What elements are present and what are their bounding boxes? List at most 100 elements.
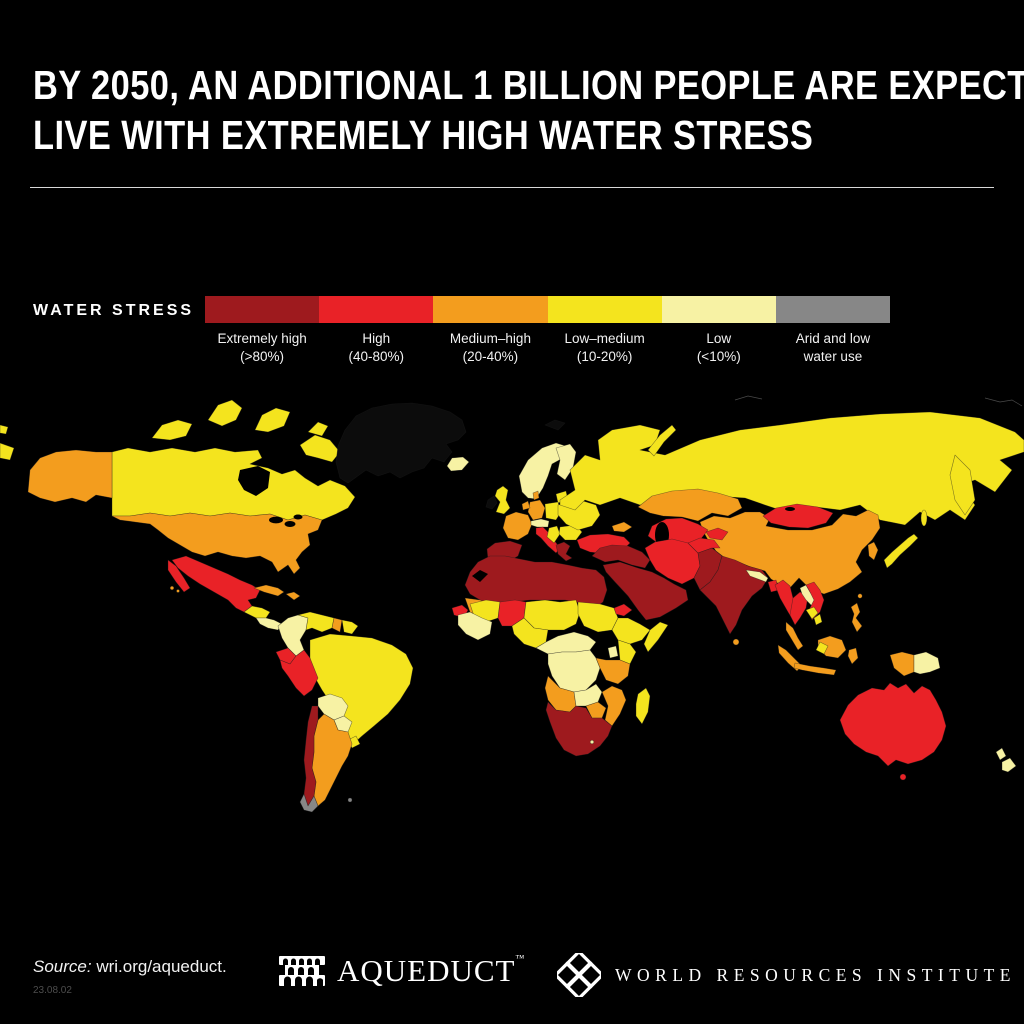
legend-labels: Extremely high (>80%) High (40-80%) Medi… xyxy=(205,330,890,366)
wri-logo: WORLD RESOURCES INSTITUTE xyxy=(557,953,1016,997)
region-japan xyxy=(883,533,919,569)
world-map-svg xyxy=(0,395,1024,813)
legend-swatch-low xyxy=(661,296,776,323)
region-benelux xyxy=(521,500,531,511)
region-arctic-islands xyxy=(207,399,243,427)
legend-swatch-arid xyxy=(775,296,891,323)
region-mozambique-malawi xyxy=(601,685,627,727)
region-hawaii xyxy=(169,585,175,591)
legend-label-extremely-high: Extremely high (>80%) xyxy=(217,331,307,364)
atlas-gap xyxy=(472,570,488,582)
region-north-africa xyxy=(464,555,608,608)
world-water-stress-map xyxy=(0,390,1024,935)
region-papua-indonesia xyxy=(889,651,915,677)
region-arctic-islands xyxy=(151,419,193,441)
region-cambodia xyxy=(805,606,819,620)
region-germany xyxy=(527,499,546,521)
region-hawaii xyxy=(176,589,180,593)
region-greenland xyxy=(335,402,467,484)
version-date: 23.08.02 xyxy=(33,985,72,996)
legend-color-bar xyxy=(205,296,891,323)
region-cuba xyxy=(253,584,285,597)
region-philippines xyxy=(850,602,863,633)
region-guyana xyxy=(331,617,343,633)
region-alaska xyxy=(27,449,113,503)
region-svalbard xyxy=(544,419,566,431)
legend-label-low: Low (<10%) xyxy=(696,331,741,364)
source-value: wri.org/aqueduct. xyxy=(91,957,227,976)
region-novaya-zemlya xyxy=(647,424,677,457)
page-title: BY 2050, AN ADDITIONAL 1 BILLION PEOPLE … xyxy=(33,60,1024,160)
source-line: Source: wri.org/aqueduct. xyxy=(33,957,227,977)
region-hispaniola xyxy=(285,591,301,601)
region-vietnam-south xyxy=(813,613,823,626)
region-arabian-peninsula xyxy=(602,561,689,621)
region-korea xyxy=(867,541,879,561)
region-zambia xyxy=(573,683,603,707)
region-lesotho xyxy=(589,739,595,745)
region-new-zealand-south xyxy=(1001,757,1017,773)
region-patagonia-tip xyxy=(299,793,319,813)
region-kazakhstan xyxy=(637,488,743,522)
region-balkans xyxy=(546,525,561,544)
region-malay-peninsula xyxy=(785,621,804,651)
region-niger-chad xyxy=(523,599,581,631)
legend-label-low-medium: Low–medium (10-20%) xyxy=(564,331,645,364)
title-line-2: LIVE WITH EXTREMELY HIGH WATER STRESS xyxy=(33,112,814,158)
region-falkland-islands xyxy=(347,797,353,803)
region-mexico xyxy=(171,555,261,613)
region-suriname xyxy=(341,619,359,635)
legend-swatch-medium-high xyxy=(433,296,548,323)
aqueduct-logo: AQUEDUCT™ xyxy=(277,953,525,989)
region-chukotka-wrap xyxy=(0,442,15,461)
region-taiwan xyxy=(857,593,863,599)
region-venezuela xyxy=(297,611,335,633)
region-java xyxy=(793,662,837,676)
wri-weave-icon xyxy=(557,953,601,997)
region-sulawesi xyxy=(847,647,859,665)
region-arctic-islands xyxy=(254,407,291,433)
region-baja-california xyxy=(167,559,191,593)
region-southern-africa xyxy=(545,701,613,757)
aqueduct-icon xyxy=(279,956,325,986)
region-uganda xyxy=(607,645,619,659)
region-mongolia xyxy=(762,503,834,529)
region-colombia xyxy=(277,614,309,657)
region-papua-new-guinea xyxy=(913,651,941,675)
arctic-coastline xyxy=(734,395,763,401)
region-denmark xyxy=(532,490,540,501)
region-central-america-south xyxy=(255,617,283,631)
region-ethiopia xyxy=(611,617,651,645)
region-new-zealand-north xyxy=(995,747,1007,761)
region-alps xyxy=(530,518,550,528)
hudson-bay-water xyxy=(238,466,270,496)
region-kamchatka xyxy=(949,454,976,516)
trademark-symbol: ™ xyxy=(515,953,526,963)
legend-label-high: High (40-80%) xyxy=(348,331,405,364)
source-label: Source: xyxy=(33,957,92,976)
title-line-1: BY 2050, AN ADDITIONAL 1 BILLION PEOPLE … xyxy=(33,62,1024,108)
region-france xyxy=(502,511,533,541)
lake-baikal-water xyxy=(785,507,795,511)
great-lakes-water xyxy=(269,516,283,524)
region-guinea-coast xyxy=(457,611,493,641)
region-borneo-west xyxy=(815,641,829,655)
region-drc xyxy=(547,649,601,693)
region-caucasus xyxy=(611,521,633,533)
wri-wordmark: WORLD RESOURCES INSTITUTE xyxy=(615,964,1016,985)
legend-heading: WATER STRESS xyxy=(33,302,195,319)
region-madagascar xyxy=(635,687,651,725)
region-kenya xyxy=(617,639,637,665)
title-divider xyxy=(30,187,994,188)
region-baffin-island xyxy=(299,434,341,463)
region-tasmania xyxy=(899,773,907,781)
region-sakhalin xyxy=(920,509,928,527)
region-tanzania xyxy=(595,657,631,685)
region-eritrea xyxy=(613,603,633,617)
great-lakes-water xyxy=(284,521,296,527)
legend-swatch-high xyxy=(319,296,434,323)
region-greece xyxy=(555,541,573,562)
region-nepal xyxy=(745,569,769,583)
great-lakes-water xyxy=(293,514,303,520)
